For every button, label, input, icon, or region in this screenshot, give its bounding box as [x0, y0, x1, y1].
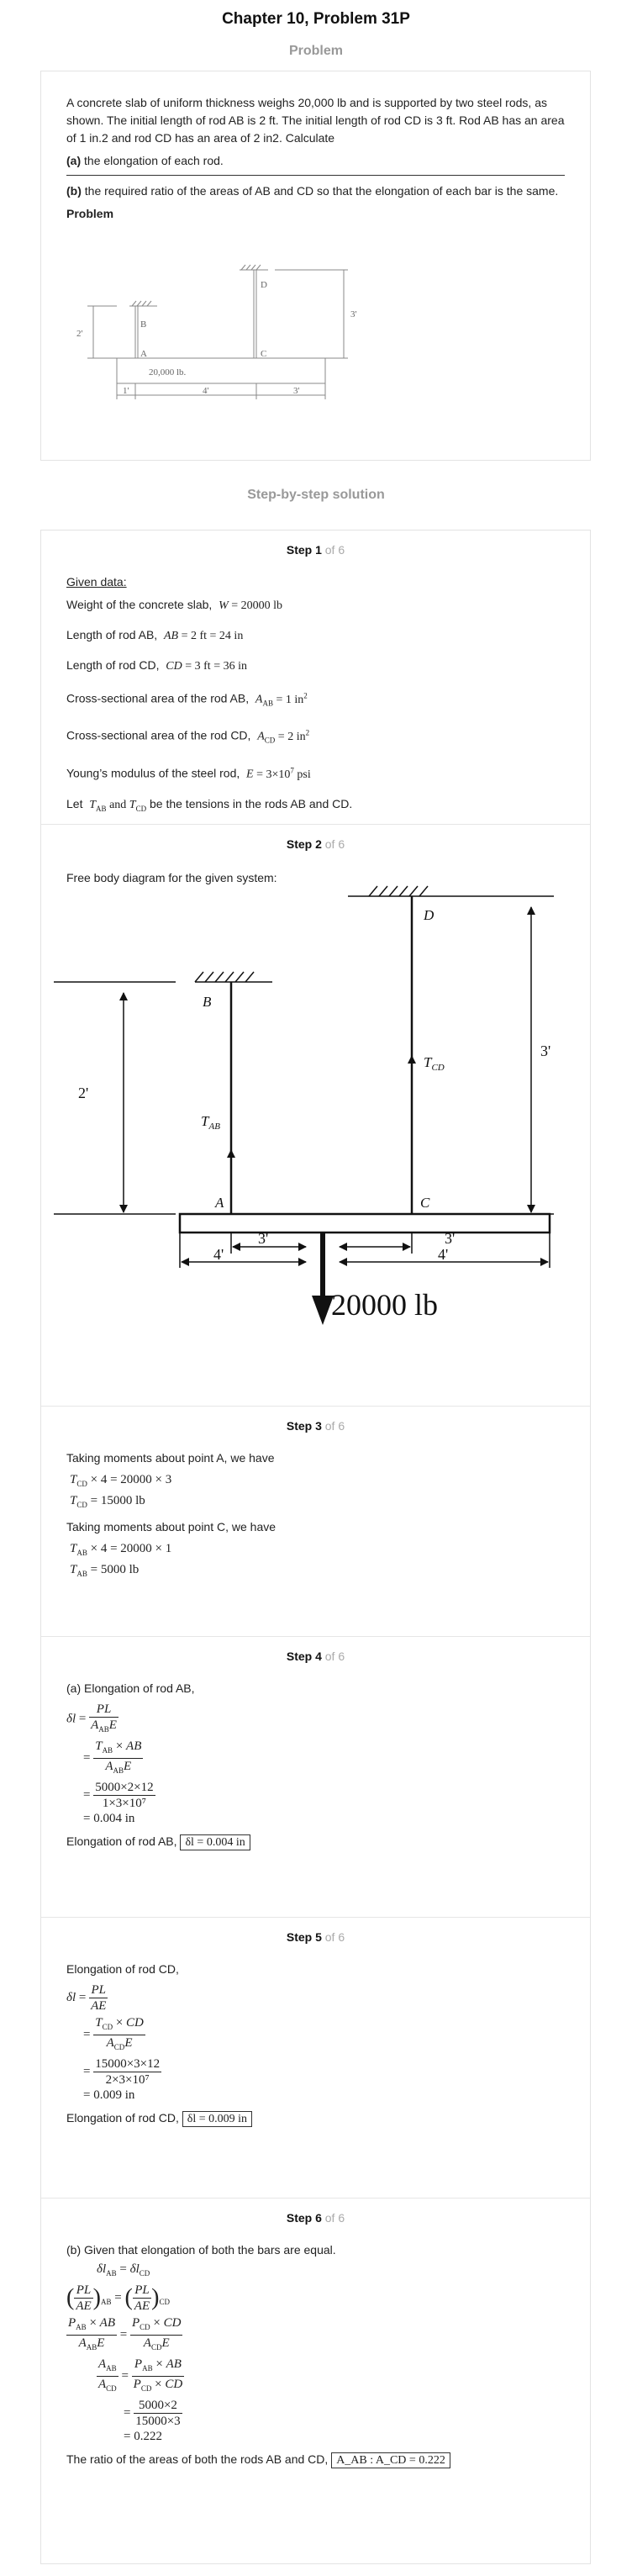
step4-intro: (a) Elongation of rod AB,	[66, 1681, 195, 1695]
moment-text-C: Taking moments about point C, we have	[66, 1520, 276, 1533]
step-heading: Step 2 of 6	[286, 837, 345, 851]
fig-dim-1: 1'	[123, 386, 129, 396]
fbd-d1: 3'	[258, 1230, 268, 1247]
step-heading: Step 1 of 6	[286, 543, 345, 557]
fig-label-D: D	[261, 280, 267, 290]
step-4: Step 4 of 6 (a) Elongation of rod AB, δl…	[41, 1637, 590, 1918]
fbd-d2: 4'	[213, 1246, 224, 1263]
fbd-d4: 4'	[438, 1246, 448, 1263]
fig-label-A: A	[140, 349, 147, 359]
elongation-derivation: δl = PL AE = TCD × CD ACDE = 15000×3×12 2×3…	[66, 1983, 162, 2102]
problem-section-title: Problem	[288, 44, 343, 58]
step6-result: The ratio of the areas of both the rods …	[66, 2451, 565, 2469]
fbd-h-left: 2'	[78, 1085, 88, 1101]
step5-result: Elongation of rod CD, δl = 0.009 in	[66, 2109, 565, 2128]
step-5: Step 5 of 6 Elongation of rod CD, δl = P…	[41, 1918, 590, 2199]
result-box: δl = 0.009 in	[182, 2111, 253, 2127]
moment-eq: TCD = 15000 lb	[70, 1494, 145, 1509]
result-box: A_AB : A_CD = 0.222	[331, 2452, 450, 2468]
given-data-label: Given data:	[66, 575, 127, 589]
step-6: Step 6 of 6 (b) Given that elongation of…	[41, 2199, 590, 2565]
fbd-label-C: C	[420, 1195, 430, 1211]
figure-label: Problem	[66, 207, 114, 220]
fig-dim-3b: 3'	[293, 386, 300, 396]
step-2: Step 2 of 6 Free body diagram for the gi…	[41, 825, 590, 1407]
fbd-load: 20000 lb	[331, 1288, 438, 1322]
step-heading: Step 6 of 6	[286, 2211, 345, 2225]
step4-result: Elongation of rod AB, δl = 0.004 in	[66, 1833, 565, 1851]
fbd-T-CD: TCD	[424, 1054, 445, 1073]
fig-dim-3: 3'	[350, 309, 357, 319]
solution-section-title: Step-by-step solution	[247, 488, 385, 502]
step6-intro: (b) Given that elongation of both the ba…	[66, 2243, 336, 2257]
result-box: δl = 0.004 in	[180, 1834, 250, 1850]
fig-label-B: B	[140, 319, 146, 330]
fig-load: 20,000 lb.	[149, 367, 187, 377]
moment-text-A: Taking moments about point A, we have	[66, 1451, 275, 1465]
step-heading: Step 5 of 6	[286, 1930, 345, 1944]
ratio-derivation: δlAB = δlCD (PL AE)AB = (PL AE)CD PAB × AB…	[66, 2262, 185, 2443]
fig-dim-2: 2'	[76, 329, 83, 339]
fbd-intro: Free body diagram for the given system:	[66, 871, 277, 884]
fbd-T-AB: TAB	[201, 1113, 220, 1132]
given-row: Cross-sectional area of the rod CD, ACD …	[66, 728, 310, 745]
given-row: Weight of the concrete slab, W = 20000 l…	[66, 598, 283, 612]
free-body-diagram: B A D C TAB TCD 2' 3' 3' 4' 3' 4' 20000 …	[54, 885, 554, 1325]
moment-eq: TAB × 4 = 20000 × 1	[70, 1542, 172, 1557]
let-line: Let TAB and TCD be the tensions in the r…	[66, 796, 353, 813]
given-row: Length of rod AB, AB = 2 ft = 24 in	[66, 628, 244, 642]
part-a: (a) the elongation of each rod.	[66, 154, 224, 167]
page-title: Chapter 10, Problem 31P	[222, 10, 410, 28]
given-row: Cross-sectional area of the rod AB, AAB …	[66, 691, 308, 708]
moment-eq: TAB = 5000 lb	[70, 1563, 140, 1578]
fbd-label-B: B	[203, 994, 212, 1010]
divider	[66, 175, 565, 176]
given-row: Length of rod CD, CD = 3 ft = 36 in	[66, 658, 247, 673]
step-1: Step 1 of 6 Given data: Weight of the co…	[41, 531, 590, 825]
elongation-derivation: δl = PL AABE = TAB × AB AABE = 5000×2×12 1×…	[66, 1702, 155, 1825]
step5-intro: Elongation of rod CD,	[66, 1962, 179, 1976]
solution-panel: Step 1 of 6 Given data: Weight of the co…	[40, 530, 591, 2564]
step-heading: Step 4 of 6	[286, 1650, 345, 1663]
step-heading: Step 3 of 6	[286, 1419, 345, 1433]
fig-label-C: C	[261, 349, 266, 359]
part-b: (b) the required ratio of the areas of A…	[66, 184, 559, 198]
problem-figure: B A D C 2' 3' 20,000 lb. 1' 4' 3'	[76, 264, 357, 399]
step-3: Step 3 of 6 Taking moments about point A…	[41, 1407, 590, 1637]
fig-dim-4: 4'	[203, 386, 209, 396]
problem-statement: A concrete slab of uniform thickness wei…	[66, 96, 565, 145]
given-row: Young’s modulus of the steel rod, E = 3×…	[66, 765, 311, 781]
fbd-h-right: 3'	[540, 1043, 550, 1059]
fbd-label-A: A	[214, 1195, 224, 1211]
fbd-label-D: D	[423, 907, 434, 923]
problem-panel: A concrete slab of uniform thickness wei…	[40, 71, 591, 461]
moment-eq: TCD × 4 = 20000 × 3	[70, 1473, 172, 1488]
fbd-d3: 3'	[445, 1230, 455, 1247]
